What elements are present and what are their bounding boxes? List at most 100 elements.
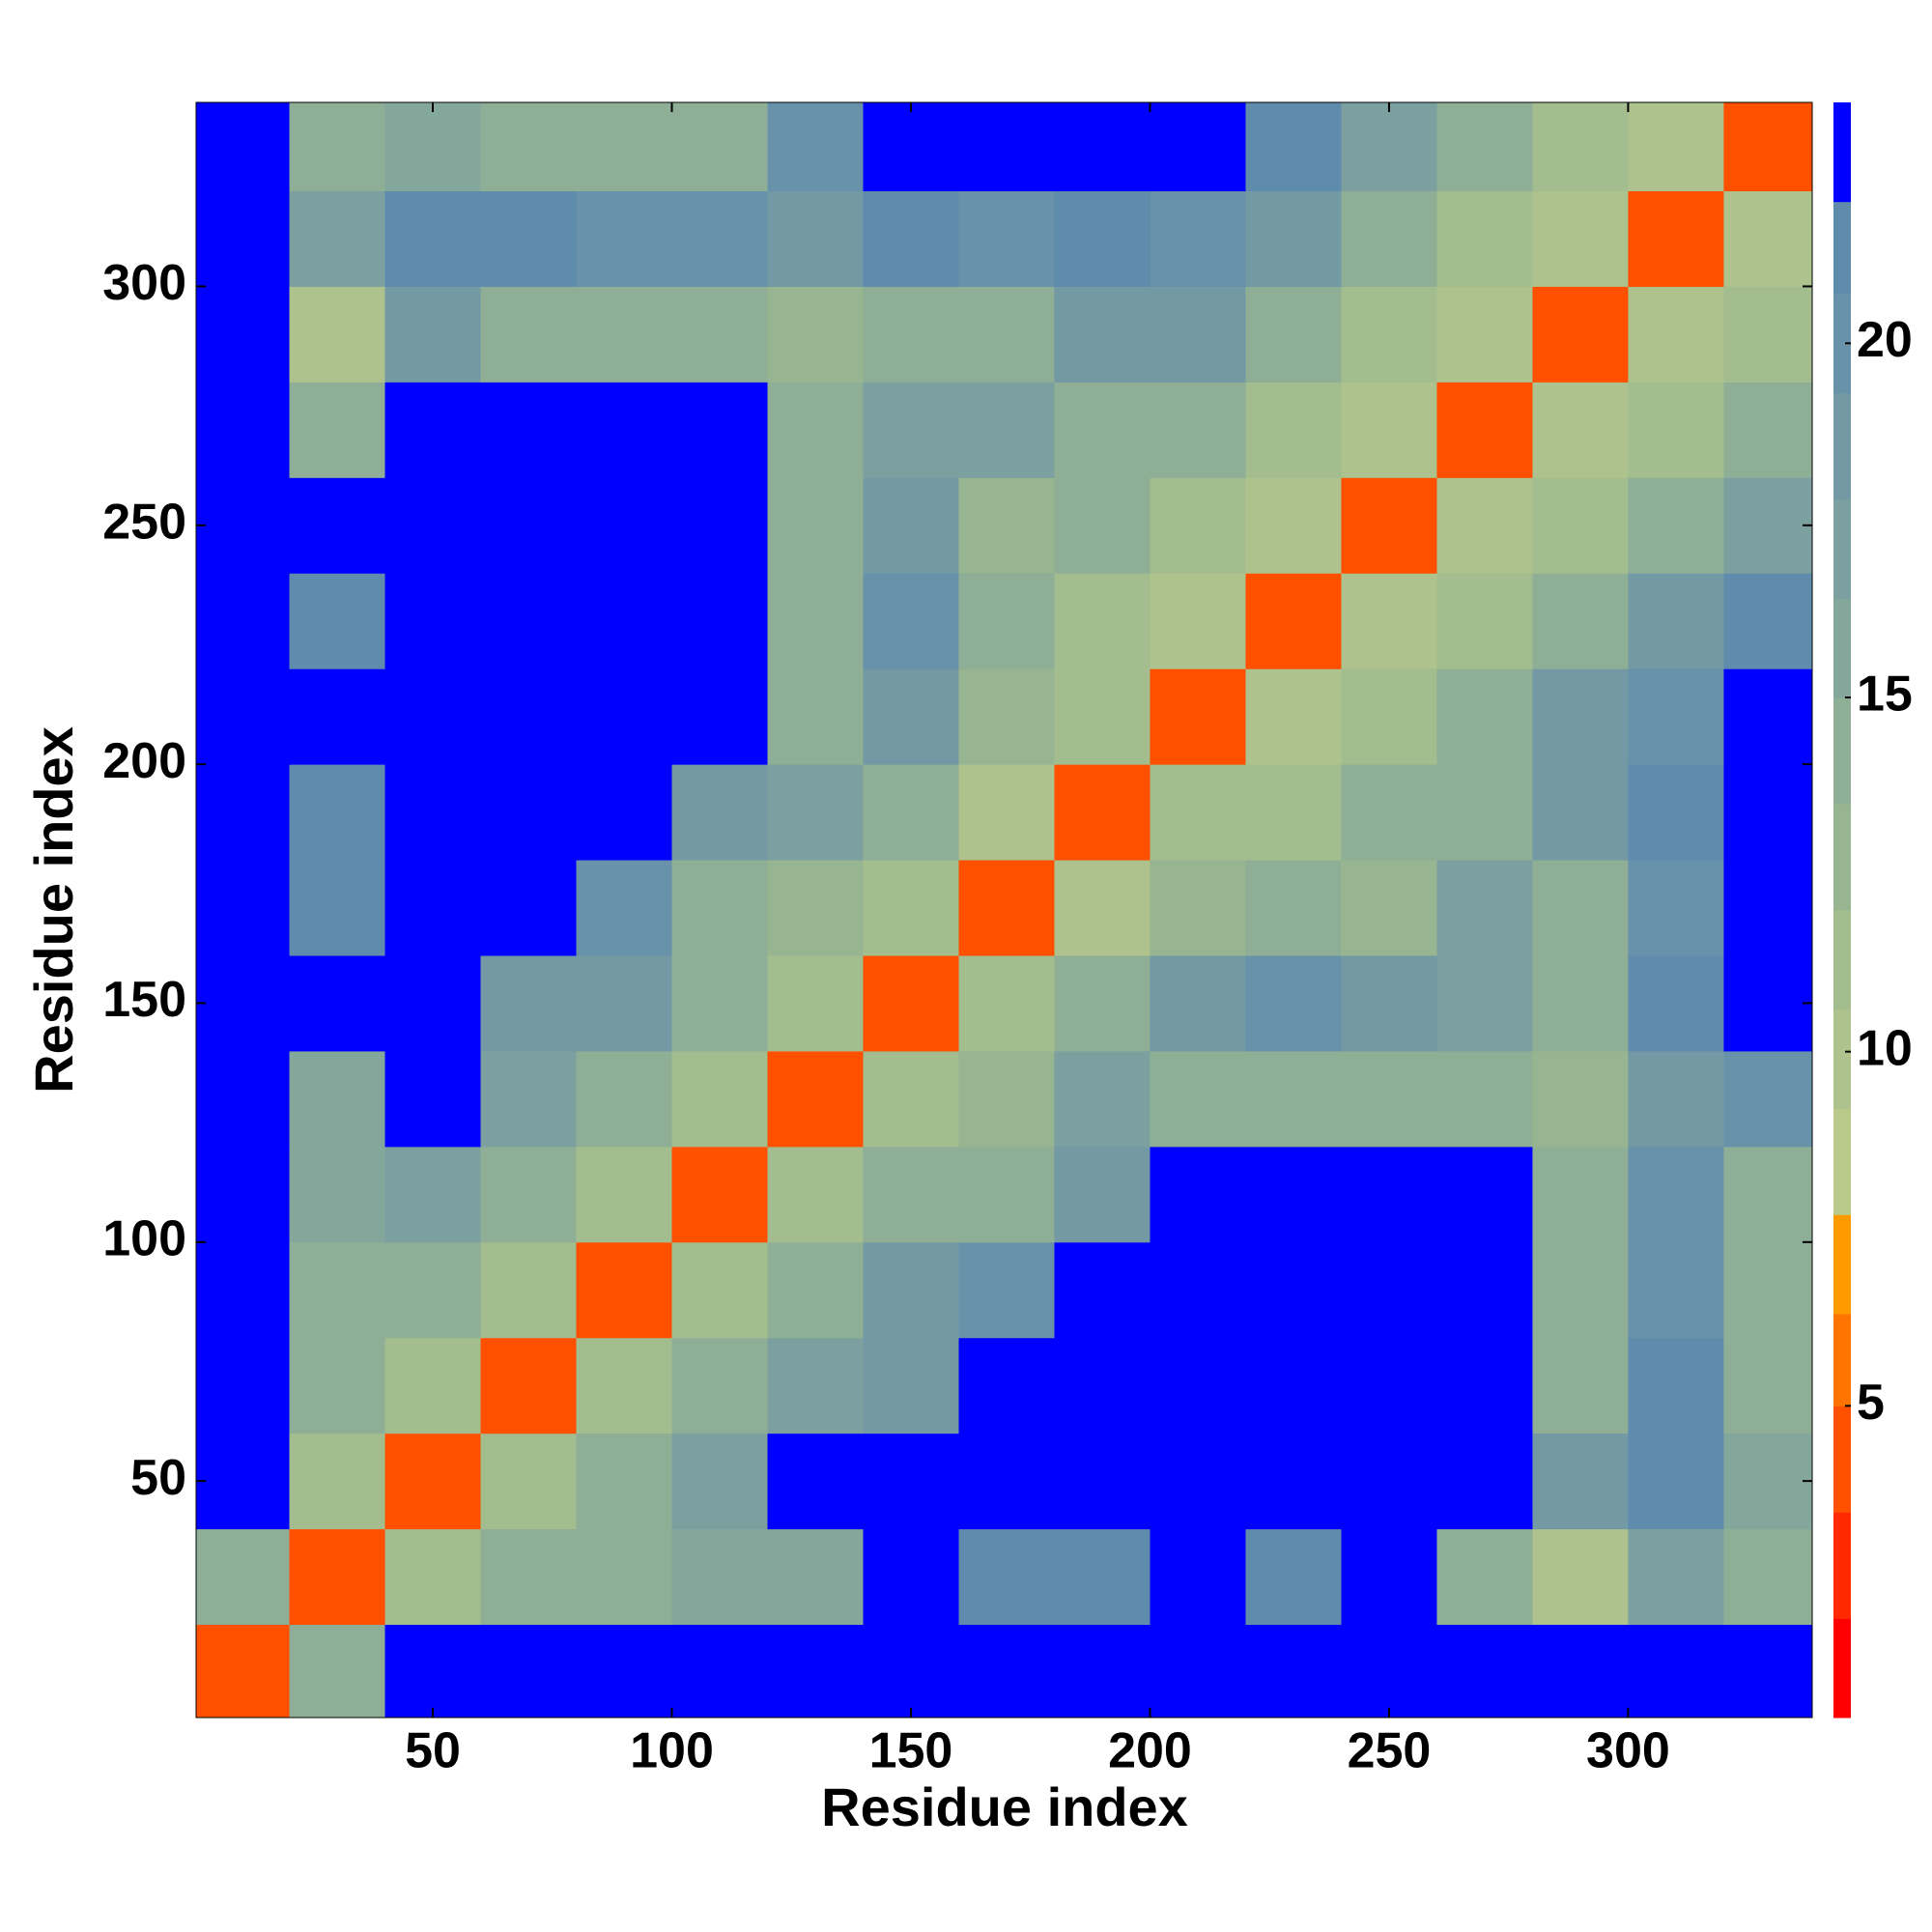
heat-cell [480, 1146, 578, 1243]
heat-cell [384, 1337, 482, 1435]
heat-cell [958, 573, 1055, 669]
heat-cell [1245, 102, 1342, 192]
x-tick-label: 200 [1108, 1723, 1192, 1779]
heat-cell [1436, 668, 1533, 765]
heat-cell [1723, 1624, 1812, 1718]
heat-cell [576, 286, 672, 383]
heat-cell [767, 477, 864, 574]
heat-cell [1341, 190, 1437, 287]
y-tick-label: 200 [102, 733, 186, 789]
heat-cell [767, 1241, 864, 1339]
heat-cell [767, 668, 864, 765]
heat-cell [576, 1146, 672, 1243]
heat-cell [576, 477, 672, 574]
heat-cell [576, 102, 672, 192]
heat-cell [1628, 102, 1724, 192]
heat-cell [1245, 860, 1342, 956]
heat-cell [767, 1337, 864, 1435]
heat-cell [196, 1241, 291, 1339]
heat-cell [1150, 668, 1246, 765]
y-tick-label: 150 [102, 972, 186, 1028]
heat-cell [480, 668, 578, 765]
heat-cell [1723, 286, 1812, 383]
heat-cell [576, 1050, 672, 1148]
heat-cell [480, 190, 578, 287]
heat-cell [863, 954, 959, 1052]
heat-cell [1150, 1337, 1246, 1435]
heat-cell [1628, 286, 1724, 383]
heat-cell [767, 1528, 864, 1626]
heat-cell [767, 1624, 864, 1718]
heat-cell [1723, 190, 1812, 287]
heat-cell [1054, 1433, 1151, 1530]
heat-cell [1532, 102, 1629, 192]
heat-cell [1150, 286, 1246, 383]
heat-cell [480, 1433, 578, 1530]
heat-cell [576, 1624, 672, 1718]
heat-cell [767, 764, 864, 861]
colorbar-segment [1833, 392, 1851, 500]
heat-cell [480, 102, 578, 192]
heat-cell [1245, 954, 1342, 1052]
heatmap [196, 102, 1812, 1718]
heat-cell [671, 286, 768, 383]
heat-cell [196, 1050, 291, 1148]
heat-cell [480, 1050, 578, 1148]
heat-cell [1723, 1337, 1812, 1435]
colorbar-segment [1833, 697, 1851, 805]
heat-cell [1628, 1337, 1724, 1435]
heat-cell [576, 668, 672, 765]
heat-cell [1054, 1528, 1151, 1626]
heat-cell [1436, 954, 1533, 1052]
heat-cell [576, 954, 672, 1052]
heat-cell [1341, 382, 1437, 478]
heat-cell [1723, 1433, 1812, 1530]
heat-cell [671, 1241, 768, 1339]
heat-cell [196, 286, 291, 383]
heat-cell [1436, 1241, 1533, 1339]
heat-cell [289, 764, 386, 861]
heat-cell [384, 954, 482, 1052]
y-tick-label: 50 [130, 1450, 186, 1506]
heat-cell [1341, 954, 1437, 1052]
heat-cell [196, 764, 291, 861]
heat-cell [480, 1241, 578, 1339]
heat-cell [1341, 1433, 1437, 1530]
heat-cell [289, 477, 386, 574]
heat-cell [480, 382, 578, 478]
heat-cell [289, 1433, 386, 1530]
heat-cell [1054, 1624, 1151, 1718]
colorbar-segment [1833, 1314, 1851, 1406]
heat-cell [1150, 573, 1246, 669]
heat-cell [1341, 102, 1437, 192]
heat-cell [1532, 860, 1629, 956]
heat-cell [1628, 668, 1724, 765]
heat-cell [1341, 764, 1437, 861]
heat-cell [1245, 573, 1342, 669]
heat-cell [863, 1241, 959, 1339]
heat-cell [1054, 1337, 1151, 1435]
y-tick-label: 100 [102, 1211, 186, 1267]
heat-cell [1150, 1433, 1246, 1530]
heat-cell [767, 190, 864, 287]
heat-cell [1150, 1241, 1246, 1339]
heat-cell [1436, 286, 1533, 383]
heat-cell [289, 382, 386, 478]
colorbar-tick-label: 10 [1857, 1020, 1913, 1076]
heat-cell [1628, 573, 1724, 669]
heat-cell [480, 573, 578, 669]
heat-cell [1150, 382, 1246, 478]
heat-cell [1436, 1146, 1533, 1243]
heat-cell [576, 764, 672, 861]
heat-cell [1532, 382, 1629, 478]
heat-cell [958, 102, 1055, 192]
heat-cell [958, 860, 1055, 956]
heat-cell [1723, 764, 1812, 861]
heat-cell [767, 1146, 864, 1243]
colorbar-segment [1833, 201, 1851, 295]
colorbar-segment [1833, 1214, 1851, 1315]
heat-cell [1436, 1528, 1533, 1626]
heat-cell [958, 1146, 1055, 1243]
colorbar-tick-label: 20 [1857, 312, 1913, 368]
heat-cell [289, 860, 386, 956]
